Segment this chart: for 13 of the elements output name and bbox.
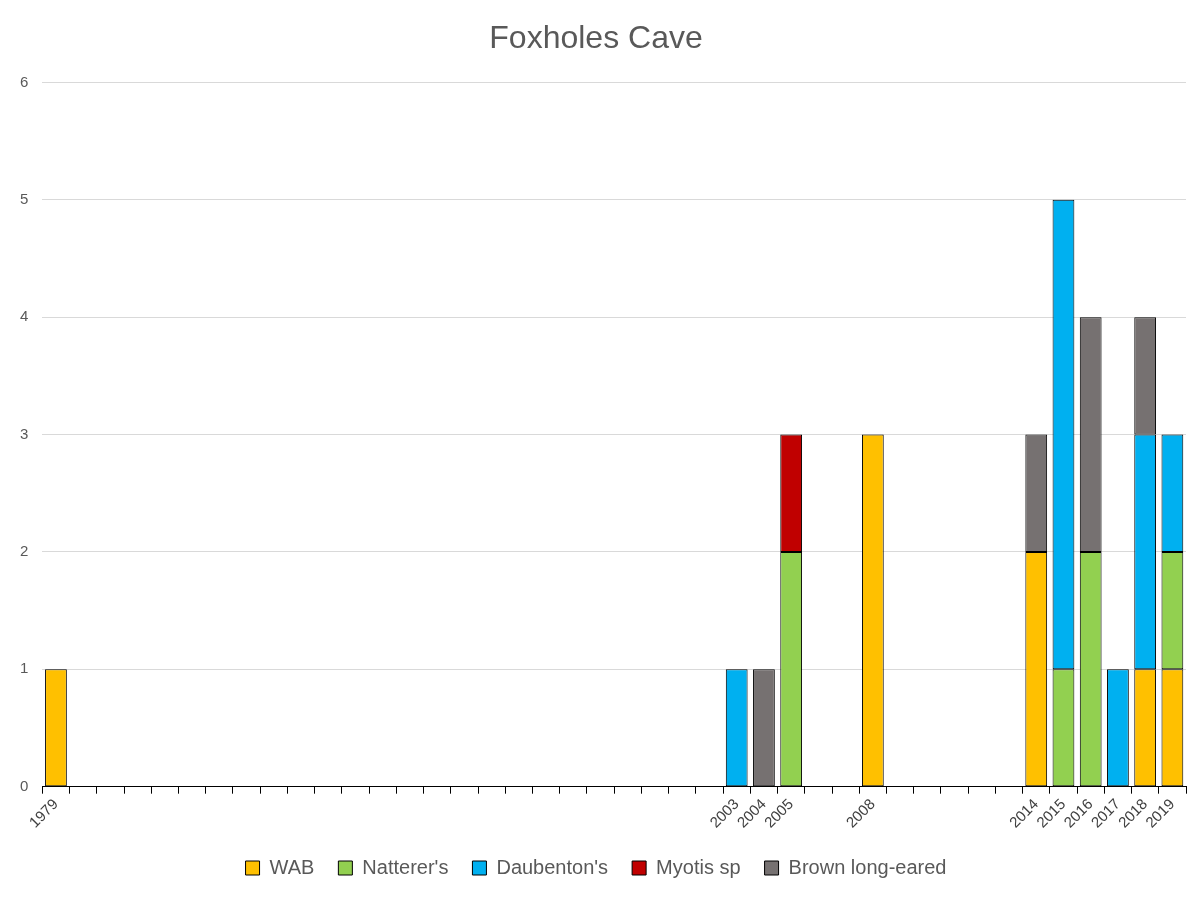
legend-label: Brown long-eared	[788, 855, 947, 878]
legend-label: Daubenton's	[496, 855, 609, 878]
y-tick-label: 0	[20, 776, 29, 794]
legend-label: Myotis sp	[656, 855, 741, 878]
y-tick-label: 5	[20, 189, 29, 207]
chart-title: Foxholes Cave	[489, 19, 703, 56]
legend-label: Natterer's	[362, 855, 449, 878]
y-tick-label: 3	[20, 424, 29, 442]
y-tick-label: 1	[20, 659, 29, 677]
legend-label: WAB	[269, 855, 315, 878]
y-tick-label: 2	[20, 542, 29, 560]
y-tick-label: 6	[20, 72, 29, 90]
y-tick-label: 4	[20, 307, 29, 325]
